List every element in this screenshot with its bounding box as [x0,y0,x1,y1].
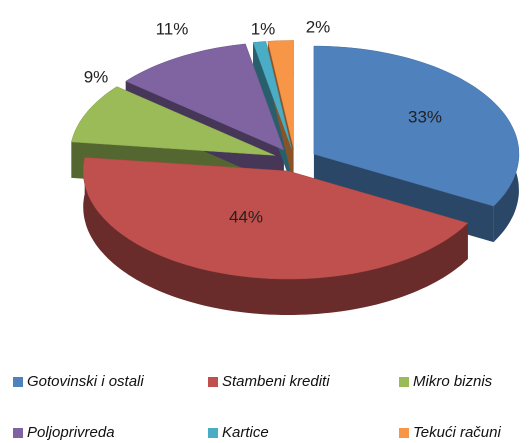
slice [125,43,285,151]
legend-label: Stambeni krediti [222,373,330,390]
data-label: 1% [251,19,276,38]
slice [313,45,520,207]
pie-tops [71,40,520,280]
data-label: 2% [306,17,331,36]
slice [252,41,292,149]
legend-label: Tekući računi [413,424,501,441]
legend-label: Kartice [222,424,269,441]
data-label: 9% [84,67,109,86]
data-label: 44% [229,207,263,226]
legend-label: Mikro biznis [413,373,493,390]
legend-swatch [13,428,23,438]
legend-label: Poljoprivreda [27,424,115,441]
legend-swatch [399,428,409,438]
legend-swatch [13,377,23,387]
data-label: 33% [408,107,442,126]
slice [267,40,294,149]
legend-swatch [208,428,218,438]
slice-side [83,157,468,315]
legend-swatch [399,377,409,387]
legend-swatch [208,377,218,387]
slice [71,86,275,156]
data-label: 11% [156,19,189,38]
slice [82,157,469,280]
legend-label: Gotovinski i ostali [27,373,144,390]
